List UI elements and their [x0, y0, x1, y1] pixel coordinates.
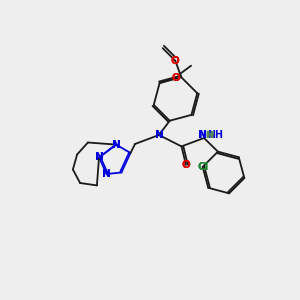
Text: H: H — [206, 130, 212, 140]
Text: N: N — [112, 140, 121, 150]
Text: N: N — [198, 130, 207, 140]
Text: N: N — [94, 152, 103, 163]
Text: N: N — [102, 169, 111, 179]
Text: N: N — [112, 140, 121, 150]
Text: O: O — [182, 160, 190, 170]
Text: O: O — [171, 56, 180, 66]
Text: H: H — [206, 130, 214, 140]
Text: N: N — [154, 130, 164, 140]
Text: NH: NH — [208, 130, 224, 140]
Text: N: N — [94, 152, 103, 163]
Text: N: N — [102, 169, 111, 179]
Text: O: O — [171, 56, 180, 66]
Text: O: O — [172, 73, 181, 83]
Text: O: O — [182, 160, 190, 170]
Text: O: O — [172, 73, 181, 83]
Text: N: N — [154, 130, 164, 140]
Text: Cl: Cl — [197, 162, 208, 172]
Text: Cl: Cl — [197, 162, 208, 172]
Text: N: N — [199, 130, 206, 140]
